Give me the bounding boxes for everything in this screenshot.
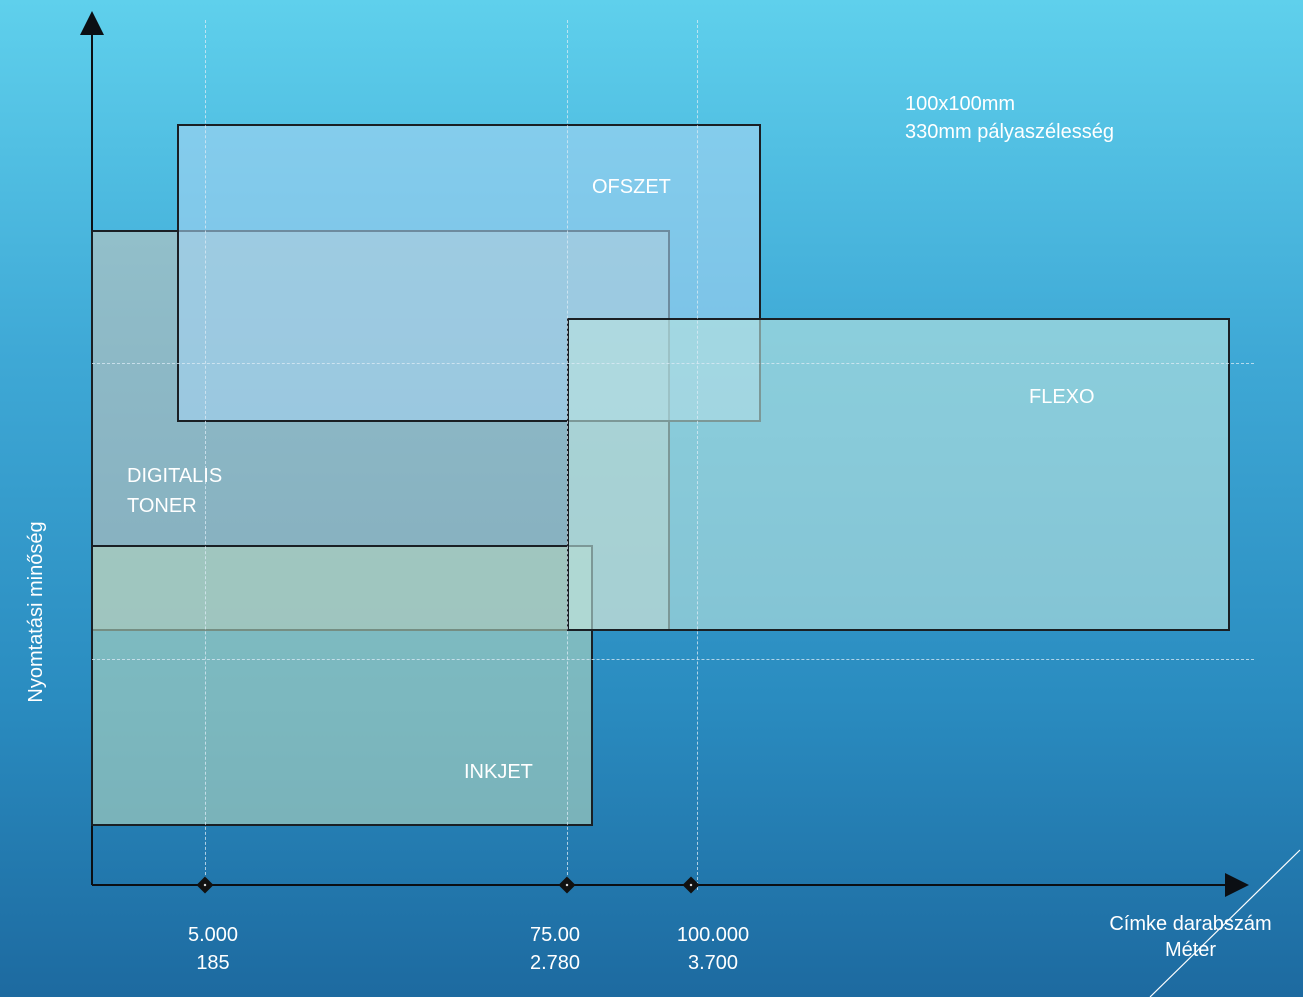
format-note: 100x100mm 330mm pályaszélesség: [905, 90, 1114, 146]
guide-line-5000: [205, 20, 206, 890]
x-axis-title-line2: Méter: [1164, 939, 1217, 961]
tick-label-5000: 5.000 185: [153, 921, 273, 977]
guide-line-lower: [92, 659, 1254, 660]
tick-meters: 185: [196, 952, 230, 974]
tick-count: 100.000: [676, 924, 750, 946]
tick-meters: 3.700: [687, 952, 739, 974]
x-axis-title: Címke darabszám Méter: [1078, 911, 1303, 963]
y-axis-title: Nyomtatási minőség: [25, 521, 47, 703]
corner-slash: [1149, 849, 1301, 997]
tick-meters: 2.780: [529, 952, 581, 974]
guide-line-75000: [567, 20, 568, 890]
guide-line-100000: [697, 20, 698, 890]
tick-count: 5.000: [187, 924, 239, 946]
tick-label-100000: 100.000 3.700: [653, 921, 773, 977]
format-note-line2: 330mm pályaszélesség: [905, 121, 1114, 143]
flexo-label: FLEXO: [1029, 386, 1095, 408]
flexo-region: [567, 318, 1230, 631]
tick-count: 75.00: [529, 924, 581, 946]
digital-toner-label: DIGITALIS TONER: [127, 465, 223, 517]
x-axis-title-line1: Címke darabszám: [1109, 913, 1272, 935]
guide-line-upper: [92, 363, 1254, 364]
offset-label: OFSZET: [592, 176, 671, 198]
inkjet-label: INKJET: [464, 761, 533, 783]
tick-label-75000: 75.00 2.780: [495, 921, 615, 977]
format-note-line1: 100x100mm: [905, 93, 1016, 115]
inkjet-region: [91, 545, 593, 826]
